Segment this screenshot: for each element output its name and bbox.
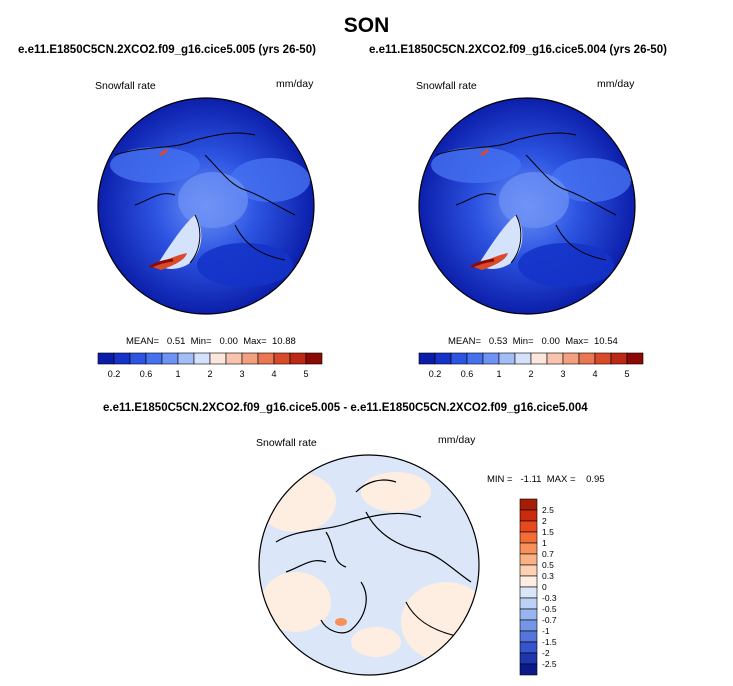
colorbar-swatch <box>530 352 548 365</box>
colorbar-swatch <box>241 352 259 365</box>
colorbar-swatch <box>578 352 596 365</box>
colorbar-swatch <box>519 531 538 544</box>
colorbar-swatch <box>145 352 163 365</box>
difference-heading: e.e11.E1850C5CN.2XCO2.f09_g16.cice5.005 … <box>103 402 588 414</box>
map-panel-1 <box>97 97 315 315</box>
panel-1-variable: Snowfall rate <box>95 80 156 92</box>
colorbar-swatch <box>519 509 538 522</box>
panel-1-stats: MEAN= 0.51 Min= 0.00 Max= 10.88 <box>126 336 296 347</box>
panel-2-variable: Snowfall rate <box>416 80 477 92</box>
colorbar-panel-1: 0.20.6123456 <box>97 352 323 379</box>
colorbar-tick-label: 1.5 <box>542 527 554 537</box>
colorbar-swatch <box>418 352 436 365</box>
difference-variable: Snowfall rate <box>256 437 317 449</box>
colorbar-tick-label: 3 <box>560 369 565 379</box>
colorbar-tick-label: 2 <box>542 516 547 526</box>
colorbar-tick-label: 1 <box>542 538 547 548</box>
panel-1-units: mm/day <box>276 78 314 90</box>
colorbar-swatch <box>519 597 538 610</box>
colorbar-swatch <box>519 575 538 588</box>
colorbar-swatch <box>161 352 179 365</box>
colorbar-tick-label: 1 <box>496 369 501 379</box>
panel-2-heading: e.e11.E1850C5CN.2XCO2.f09_g16.cice5.004 … <box>369 44 667 56</box>
colorbar-swatch <box>225 352 243 365</box>
colorbar-tick-label: 0 <box>542 582 547 592</box>
colorbar-swatch <box>519 619 538 632</box>
colorbar-tick-label: 2.5 <box>542 505 554 515</box>
colorbar-swatch <box>466 352 484 365</box>
colorbar-swatch <box>273 352 291 365</box>
colorbar-swatch <box>434 352 452 365</box>
colorbar-swatch <box>594 352 612 365</box>
colorbar-panel-2: 0.20.6123456 <box>418 352 644 379</box>
colorbar-swatch <box>514 352 532 365</box>
colorbar-tick-label: -2.5 <box>542 659 557 669</box>
colorbar-tick-label: -2 <box>542 648 550 658</box>
colorbar-swatch <box>305 352 323 365</box>
colorbar-swatch <box>519 542 538 555</box>
colorbar-swatch <box>498 352 516 365</box>
colorbar-swatch <box>519 663 538 676</box>
colorbar-swatch <box>546 352 564 365</box>
colorbar-tick-label: -1 <box>542 626 550 636</box>
colorbar-swatch <box>519 630 538 643</box>
colorbar-swatch <box>209 352 227 365</box>
difference-minmax: MIN = -1.11 MAX = 0.95 <box>487 474 605 485</box>
colorbar-swatch <box>450 352 468 365</box>
colorbar-swatch <box>257 352 275 365</box>
colorbar-tick-label: 0.3 <box>542 571 554 581</box>
figure-title: SON <box>343 14 390 37</box>
colorbar-tick-label: 4 <box>271 369 276 379</box>
colorbar-tick-label: -0.3 <box>542 593 557 603</box>
colorbar-tick-label: 5 <box>303 369 308 379</box>
colorbar-swatch <box>519 652 538 665</box>
colorbar-tick-label: 0.5 <box>542 560 554 570</box>
colorbar-tick-label: -1.5 <box>542 637 557 647</box>
colorbar-swatch <box>610 352 628 365</box>
colorbar-tick-label: 2 <box>207 369 212 379</box>
colorbar-swatch <box>519 520 538 533</box>
panel-2-stats: MEAN= 0.53 Min= 0.00 Max= 10.54 <box>448 336 618 347</box>
colorbar-tick-label: 0.2 <box>429 369 442 379</box>
colorbar-tick-label: 3 <box>239 369 244 379</box>
colorbar-swatch <box>519 553 538 566</box>
colorbar-swatch <box>193 352 211 365</box>
colorbar-swatch <box>519 586 538 599</box>
colorbar-tick-label: 4 <box>592 369 597 379</box>
colorbar-swatch <box>626 352 644 365</box>
colorbar-tick-label: -0.5 <box>542 604 557 614</box>
colorbar-difference: 2.521.510.70.50.30-0.3-0.5-0.7-1-1.5-2-2… <box>519 498 557 676</box>
colorbar-tick-label: 0.2 <box>108 369 121 379</box>
difference-units: mm/day <box>438 434 476 446</box>
colorbar-swatch <box>519 564 538 577</box>
colorbar-swatch <box>519 608 538 621</box>
colorbar-tick-label: 1 <box>175 369 180 379</box>
map-difference <box>258 454 480 676</box>
colorbar-swatch <box>519 641 538 654</box>
colorbar-swatch <box>562 352 580 365</box>
colorbar-swatch <box>113 352 131 365</box>
colorbar-tick-label: 0.6 <box>461 369 474 379</box>
colorbar-swatch <box>177 352 195 365</box>
panel-2-units: mm/day <box>597 78 635 90</box>
colorbar-tick-label: 2 <box>528 369 533 379</box>
colorbar-tick-label: -0.7 <box>542 615 557 625</box>
colorbar-swatch <box>129 352 147 365</box>
colorbar-tick-label: 0.6 <box>140 369 153 379</box>
colorbar-tick-label: 5 <box>624 369 629 379</box>
colorbar-swatch <box>482 352 500 365</box>
map-panel-2 <box>418 97 636 315</box>
panel-1-heading: e.e11.E1850C5CN.2XCO2.f09_g16.cice5.005 … <box>18 44 316 56</box>
colorbar-swatch <box>289 352 307 365</box>
colorbar-tick-label: 0.7 <box>542 549 554 559</box>
colorbar-swatch <box>97 352 115 365</box>
colorbar-swatch <box>519 498 538 511</box>
